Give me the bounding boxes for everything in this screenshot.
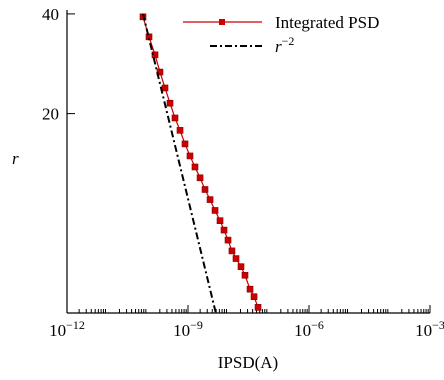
marker xyxy=(181,140,189,148)
x-tick-label: 10−6 xyxy=(294,318,324,340)
marker xyxy=(201,186,209,193)
x-tick-label: 10−12 xyxy=(49,318,85,340)
marker xyxy=(241,271,249,279)
series-line xyxy=(142,13,217,313)
marker xyxy=(237,263,245,270)
marker xyxy=(196,174,204,182)
marker xyxy=(224,236,232,244)
x-axis-label: IPSD(A) xyxy=(218,353,278,372)
y-tick-label: 40 xyxy=(42,5,59,24)
marker xyxy=(171,114,179,122)
marker xyxy=(246,285,254,293)
marker xyxy=(186,152,194,160)
x-tick-label: 10−9 xyxy=(173,318,203,340)
marker xyxy=(206,196,214,203)
legend-label: r−2 xyxy=(275,34,294,56)
marker xyxy=(216,217,224,224)
marker xyxy=(211,207,219,214)
marker xyxy=(161,84,169,92)
marker xyxy=(228,247,236,255)
marker xyxy=(191,163,199,171)
marker xyxy=(166,99,174,107)
marker xyxy=(220,226,228,234)
marker xyxy=(232,255,240,262)
marker xyxy=(176,127,184,134)
legend-label: Integrated PSD xyxy=(275,13,379,32)
marker xyxy=(254,304,262,311)
marker xyxy=(156,68,164,76)
plot-area xyxy=(139,13,262,313)
legend-marker xyxy=(219,19,225,25)
marker xyxy=(250,293,258,300)
y-tick-label: 20 xyxy=(42,105,59,124)
x-tick-label: 10−3 xyxy=(415,318,444,340)
y-axis-label: r xyxy=(12,149,19,168)
